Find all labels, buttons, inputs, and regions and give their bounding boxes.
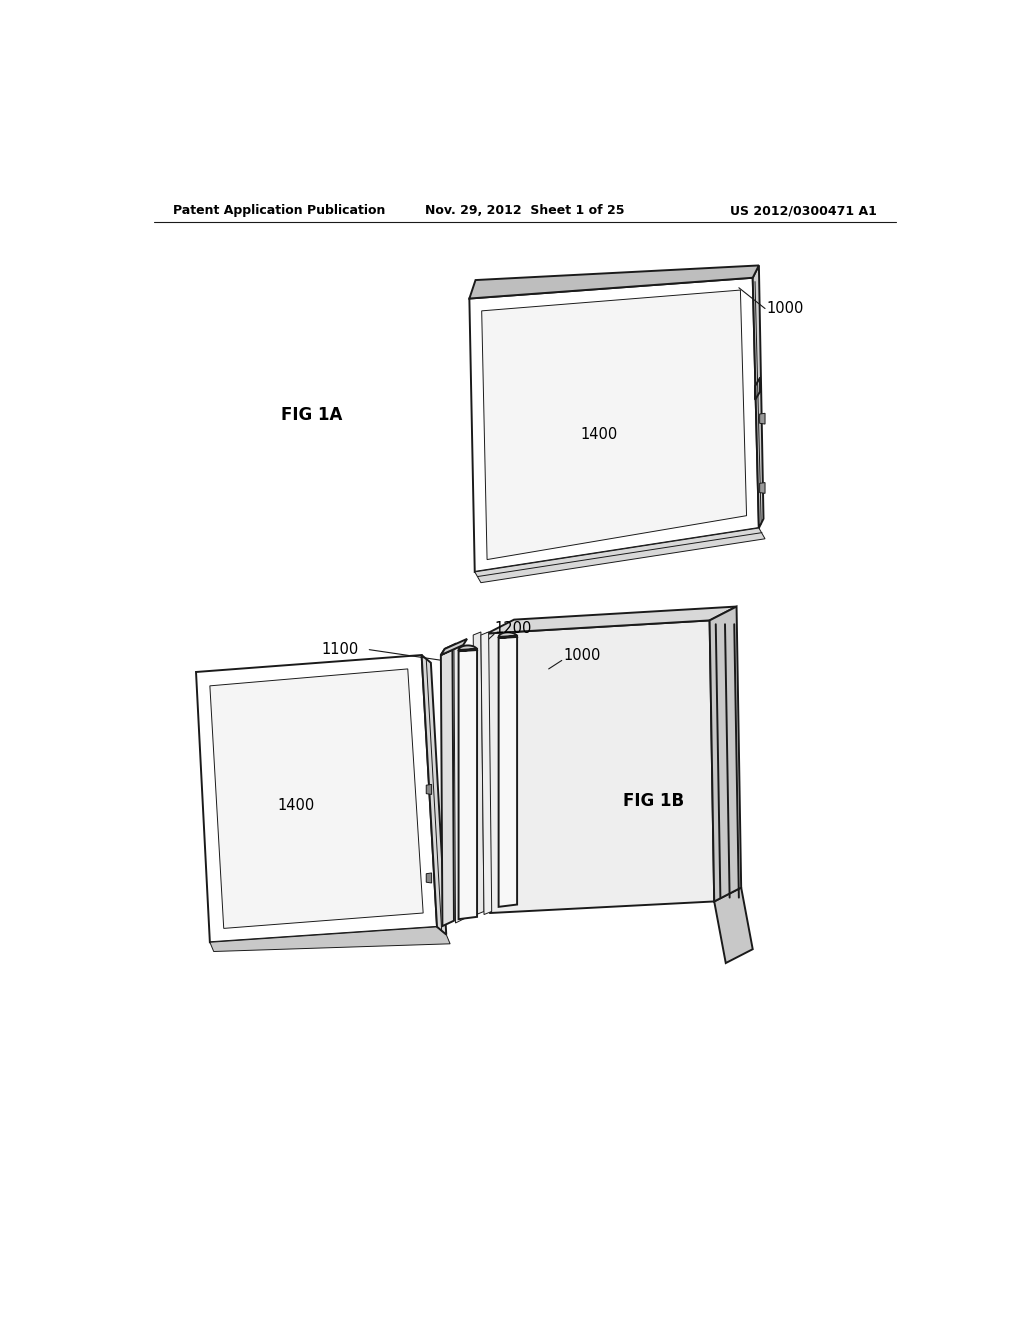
Polygon shape bbox=[760, 413, 765, 424]
Polygon shape bbox=[210, 669, 423, 928]
Text: 1400: 1400 bbox=[580, 426, 617, 442]
Polygon shape bbox=[487, 620, 714, 913]
Polygon shape bbox=[426, 784, 432, 795]
Polygon shape bbox=[473, 632, 484, 915]
Text: Patent Application Publication: Patent Application Publication bbox=[173, 205, 385, 218]
Polygon shape bbox=[441, 644, 457, 655]
Text: 1000: 1000 bbox=[767, 301, 804, 315]
Polygon shape bbox=[499, 632, 517, 638]
Polygon shape bbox=[714, 887, 753, 964]
Polygon shape bbox=[753, 265, 764, 528]
Polygon shape bbox=[475, 528, 765, 582]
Polygon shape bbox=[760, 483, 765, 494]
Polygon shape bbox=[459, 645, 477, 651]
Polygon shape bbox=[426, 873, 432, 883]
Polygon shape bbox=[469, 277, 759, 572]
Text: US 2012/0300471 A1: US 2012/0300471 A1 bbox=[730, 205, 877, 218]
Polygon shape bbox=[196, 655, 437, 942]
Polygon shape bbox=[441, 649, 454, 927]
Polygon shape bbox=[710, 607, 741, 902]
Polygon shape bbox=[481, 290, 746, 560]
Polygon shape bbox=[210, 927, 451, 952]
Text: Nov. 29, 2012  Sheet 1 of 25: Nov. 29, 2012 Sheet 1 of 25 bbox=[425, 205, 625, 218]
Text: 1100: 1100 bbox=[322, 642, 358, 657]
Polygon shape bbox=[441, 639, 467, 655]
Polygon shape bbox=[481, 632, 492, 915]
Polygon shape bbox=[454, 645, 465, 923]
Polygon shape bbox=[422, 655, 446, 935]
Text: FIG 1B: FIG 1B bbox=[624, 792, 684, 810]
Polygon shape bbox=[469, 265, 759, 298]
Polygon shape bbox=[487, 607, 736, 634]
Polygon shape bbox=[499, 636, 517, 907]
Text: 1400: 1400 bbox=[278, 797, 314, 813]
Text: FIG 1A: FIG 1A bbox=[281, 405, 342, 424]
Polygon shape bbox=[459, 649, 477, 919]
Text: 1200: 1200 bbox=[494, 620, 531, 636]
Text: 1000: 1000 bbox=[563, 648, 601, 663]
